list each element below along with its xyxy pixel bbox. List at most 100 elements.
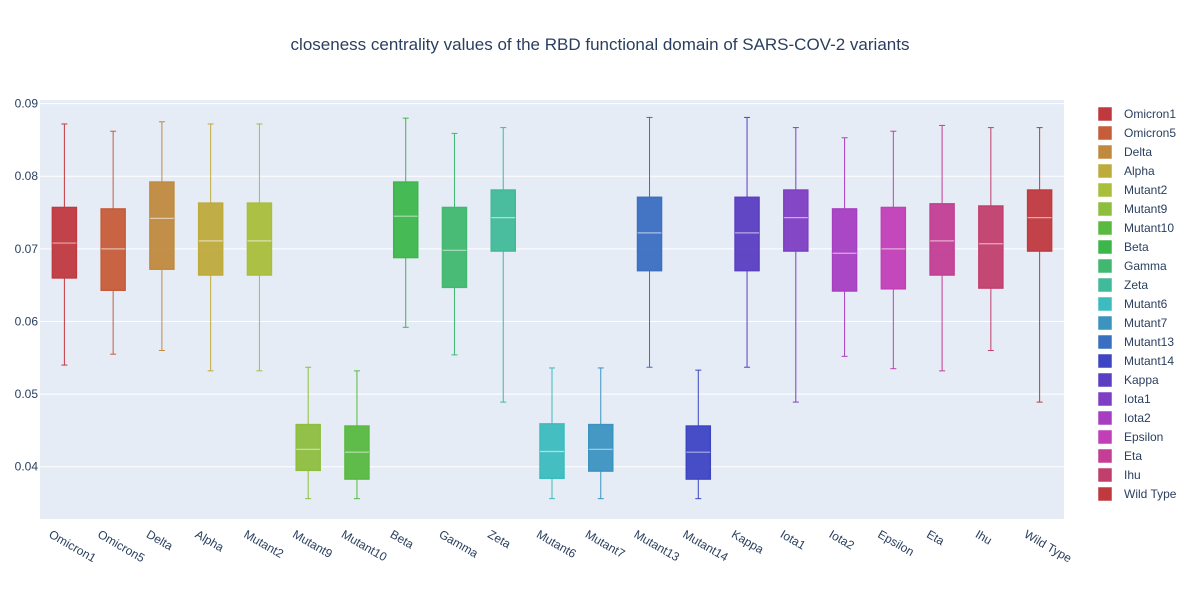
box-iqr xyxy=(197,202,224,276)
box-mutant9[interactable] xyxy=(295,366,321,500)
legend-item-delta[interactable]: Delta xyxy=(1098,145,1152,159)
legend-swatch xyxy=(1098,107,1112,121)
legend-swatch xyxy=(1098,202,1112,216)
legend-item-ihu[interactable]: Ihu xyxy=(1098,468,1141,482)
y-tick-label: 0.04 xyxy=(15,460,39,474)
box-kappa[interactable] xyxy=(734,116,760,368)
legend-label: Beta xyxy=(1124,240,1149,254)
legend-swatch xyxy=(1098,316,1112,330)
box-mutant2[interactable] xyxy=(246,123,273,372)
box-omicron5[interactable] xyxy=(100,130,126,355)
legend-item-beta[interactable]: Beta xyxy=(1098,240,1149,254)
box-mutant13[interactable] xyxy=(636,116,663,368)
legend: Omicron1 Omicron5 Delta Alpha Mutant2 Mutant9… xyxy=(1098,107,1177,501)
chart-title: closeness centrality values of the RBD f… xyxy=(291,35,910,54)
box-iqr xyxy=(929,203,955,276)
y-tick-label: 0.06 xyxy=(15,314,39,328)
box-iqr xyxy=(1026,189,1053,252)
box-gamma[interactable] xyxy=(441,132,468,356)
legend-label: Mutant14 xyxy=(1124,354,1174,368)
legend-label: Mutant7 xyxy=(1124,316,1168,330)
box-iqr xyxy=(295,423,321,472)
box-alpha[interactable] xyxy=(197,123,224,372)
legend-label: Alpha xyxy=(1124,164,1155,178)
legend-item-iota1[interactable]: Iota1 xyxy=(1098,392,1151,406)
legend-label: Mutant6 xyxy=(1124,297,1168,311)
legend-swatch xyxy=(1098,221,1112,235)
box-omicron1[interactable] xyxy=(51,123,78,366)
legend-item-wild-type[interactable]: Wild Type xyxy=(1098,487,1177,501)
box-mutant6[interactable] xyxy=(539,367,565,500)
box-iqr xyxy=(978,205,1004,289)
legend-item-mutant2[interactable]: Mutant2 xyxy=(1098,183,1168,197)
legend-swatch xyxy=(1098,392,1112,406)
y-tick-label: 0.05 xyxy=(15,387,39,401)
legend-swatch xyxy=(1098,240,1112,254)
legend-swatch xyxy=(1098,411,1112,425)
legend-swatch xyxy=(1098,487,1112,501)
box-iqr xyxy=(490,189,516,252)
legend-label: Iota2 xyxy=(1124,411,1151,425)
box-delta[interactable] xyxy=(149,121,175,352)
legend-swatch xyxy=(1098,164,1112,178)
legend-item-zeta[interactable]: Zeta xyxy=(1098,278,1148,292)
box-iqr xyxy=(783,189,809,252)
legend-label: Gamma xyxy=(1124,259,1167,273)
y-tick-label: 0.07 xyxy=(15,242,39,256)
box-iqr xyxy=(588,423,614,472)
box-iqr xyxy=(149,181,175,270)
legend-label: Mutant10 xyxy=(1124,221,1174,235)
box-iqr xyxy=(831,208,858,292)
legend-label: Ihu xyxy=(1124,468,1141,482)
y-axis-ticks: 0.04 0.05 0.06 0.07 0.08 0.09 xyxy=(15,97,39,474)
legend-swatch xyxy=(1098,430,1112,444)
legend-item-epsilon[interactable]: Epsilon xyxy=(1098,430,1163,444)
box-mutant7[interactable] xyxy=(588,367,614,500)
box-beta[interactable] xyxy=(392,117,419,328)
box-ihu[interactable] xyxy=(978,127,1004,352)
legend-label: Kappa xyxy=(1124,373,1159,387)
legend-item-mutant9[interactable]: Mutant9 xyxy=(1098,202,1168,216)
box-wild-type[interactable] xyxy=(1026,127,1053,403)
y-tick-label: 0.09 xyxy=(15,97,39,111)
box-zeta[interactable] xyxy=(490,127,516,403)
legend-item-mutant6[interactable]: Mutant6 xyxy=(1098,297,1168,311)
legend-item-iota2[interactable]: Iota2 xyxy=(1098,411,1151,425)
legend-swatch xyxy=(1098,468,1112,482)
legend-item-mutant7[interactable]: Mutant7 xyxy=(1098,316,1168,330)
legend-item-omicron5[interactable]: Omicron5 xyxy=(1098,126,1176,140)
legend-swatch xyxy=(1098,297,1112,311)
legend-item-mutant10[interactable]: Mutant10 xyxy=(1098,221,1174,235)
box-iqr xyxy=(880,206,907,290)
legend-item-eta[interactable]: Eta xyxy=(1098,449,1142,463)
legend-swatch xyxy=(1098,335,1112,349)
legend-label: Delta xyxy=(1124,145,1152,159)
legend-item-gamma[interactable]: Gamma xyxy=(1098,259,1167,273)
box-iota2[interactable] xyxy=(831,137,858,357)
box-mutant10[interactable] xyxy=(344,370,370,500)
legend-item-kappa[interactable]: Kappa xyxy=(1098,373,1159,387)
legend-swatch xyxy=(1098,449,1112,463)
box-iota1[interactable] xyxy=(783,127,809,403)
legend-swatch xyxy=(1098,278,1112,292)
box-iqr xyxy=(100,208,126,292)
legend-item-omicron1[interactable]: Omicron1 xyxy=(1098,107,1176,121)
legend-swatch xyxy=(1098,259,1112,273)
legend-item-mutant14[interactable]: Mutant14 xyxy=(1098,354,1174,368)
legend-label: Epsilon xyxy=(1124,430,1163,444)
legend-label: Zeta xyxy=(1124,278,1148,292)
legend-label: Wild Type xyxy=(1124,487,1177,501)
box-mutant14[interactable] xyxy=(685,369,712,500)
legend-item-mutant13[interactable]: Mutant13 xyxy=(1098,335,1174,349)
legend-label: Eta xyxy=(1124,449,1142,463)
legend-swatch xyxy=(1098,354,1112,368)
legend-swatch xyxy=(1098,145,1112,159)
legend-label: Mutant9 xyxy=(1124,202,1168,216)
box-eta[interactable] xyxy=(929,124,955,372)
legend-item-alpha[interactable]: Alpha xyxy=(1098,164,1155,178)
box-iqr xyxy=(441,206,468,289)
box-epsilon[interactable] xyxy=(880,130,907,370)
y-tick-label: 0.08 xyxy=(15,169,39,183)
box-iqr xyxy=(734,196,760,272)
